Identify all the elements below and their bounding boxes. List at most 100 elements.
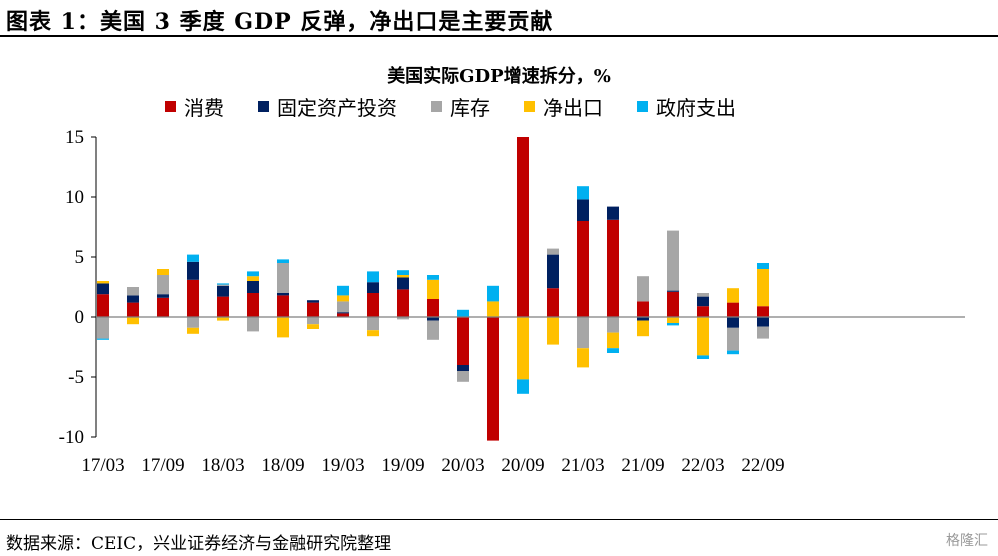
bar-segment: [367, 330, 379, 337]
bar-segment: [607, 332, 619, 349]
legend: 消费 固定资产投资 库存 净出口 政府支出: [165, 92, 770, 121]
y-tick-label: 0: [75, 307, 85, 328]
title-rule: [0, 35, 998, 37]
bar-segment: [337, 312, 349, 314]
bar-segment: [727, 317, 739, 328]
bar-segment: [577, 348, 589, 368]
bar-segment: [217, 317, 229, 321]
bar-segment: [697, 317, 709, 356]
bar-segment: [667, 230, 679, 291]
bar-segment: [367, 293, 379, 317]
y-tick-label: -5: [68, 367, 84, 388]
y-tick-label: 15: [65, 127, 84, 148]
bar-segment: [397, 270, 409, 275]
bar-segment: [667, 317, 679, 323]
bar-segment: [757, 269, 769, 307]
bar-segment: [487, 301, 499, 317]
x-tick-label: 22/09: [741, 455, 784, 476]
bar-segment: [397, 289, 409, 317]
bar-segment: [457, 365, 469, 371]
bar-segment: [277, 263, 289, 293]
source-rule: [0, 519, 998, 520]
legend-item-net-exports: 净出口: [524, 92, 603, 121]
bar-segment: [187, 254, 199, 262]
bar-segment: [607, 206, 619, 220]
bar-segment: [367, 282, 379, 293]
bar-segment: [757, 306, 769, 317]
bar-segment: [97, 283, 109, 295]
bar-segment: [697, 306, 709, 317]
bar-segment: [217, 296, 229, 317]
legend-label: 政府支出: [656, 96, 736, 120]
y-tick-label: -10: [59, 427, 84, 448]
bar-segment: [457, 371, 469, 382]
bar-segment: [337, 313, 349, 317]
bar-segment: [217, 283, 229, 285]
bar-segment: [637, 301, 649, 317]
bar-segment: [667, 290, 679, 292]
bar-segment: [277, 293, 289, 296]
legend-label: 净出口: [543, 96, 603, 120]
bar-segment: [637, 276, 649, 302]
bar-segment: [187, 279, 199, 317]
bar-segment: [607, 348, 619, 353]
bar-segment: [427, 299, 439, 317]
legend-item-government: 政府支出: [637, 92, 736, 121]
bar-segment: [757, 326, 769, 339]
bar-segment: [757, 317, 769, 327]
bar-segment: [607, 219, 619, 317]
bar-segment: [247, 271, 259, 277]
x-tick-label: 19/09: [381, 455, 424, 476]
bar-segment: [577, 317, 589, 349]
bar-segment: [157, 297, 169, 317]
x-tick-label: 17/03: [81, 455, 124, 476]
x-tick-label: 18/03: [201, 455, 244, 476]
bar-segment: [517, 317, 529, 380]
x-tick-label: 20/09: [501, 455, 544, 476]
bar-segment: [667, 323, 679, 326]
bar-segment: [277, 295, 289, 317]
bar-segment: [757, 263, 769, 269]
bar-segment: [487, 317, 499, 441]
bar-segment: [247, 317, 259, 332]
legend-swatch: [258, 101, 269, 112]
watermark: 格隆汇: [946, 533, 988, 549]
bar-segment: [127, 302, 139, 317]
legend-label: 消费: [184, 96, 224, 120]
bar-segment: [97, 317, 109, 339]
bar-segment: [367, 271, 379, 283]
bar-segment: [607, 317, 619, 333]
bar-segment: [337, 285, 349, 296]
bar-segment: [157, 294, 169, 298]
x-tick-label: 21/03: [561, 455, 604, 476]
bar-segment: [727, 350, 739, 355]
bar-segment: [577, 199, 589, 221]
bar-segment: [667, 291, 679, 317]
x-tick-label: 19/03: [321, 455, 364, 476]
bar-segment: [457, 309, 469, 317]
bar-segment: [547, 288, 559, 317]
bar-segment: [157, 269, 169, 275]
x-tick-label: 21/09: [621, 455, 664, 476]
bar-segment: [547, 254, 559, 289]
bar-segment: [217, 285, 229, 297]
bar-segment: [247, 281, 259, 293]
bar-segment: [427, 317, 439, 321]
bar-segment: [727, 327, 739, 351]
bar-segment: [517, 379, 529, 394]
y-tick-label: 5: [75, 247, 85, 268]
legend-swatch: [165, 101, 176, 112]
y-tick-label: 10: [65, 187, 84, 208]
x-tick-label: 22/03: [681, 455, 724, 476]
bar-segment: [307, 300, 319, 303]
bar-segment: [307, 317, 319, 325]
x-tick-label: 18/09: [261, 455, 304, 476]
bar-segment: [727, 288, 739, 303]
bar-segment: [397, 277, 409, 290]
bar-segment: [637, 317, 649, 321]
bar-segment: [187, 327, 199, 334]
legend-item-inventory: 库存: [431, 92, 490, 121]
bar-segment: [547, 317, 559, 345]
bar-segment: [307, 302, 319, 317]
